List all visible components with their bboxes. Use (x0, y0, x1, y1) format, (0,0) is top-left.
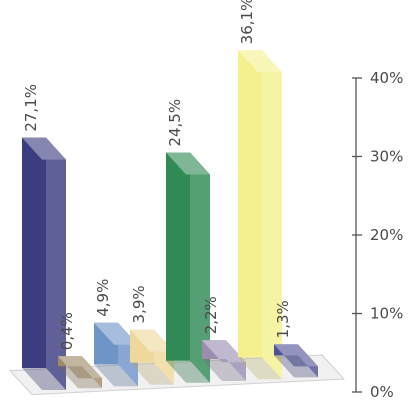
data-label: 1,3% (274, 300, 292, 338)
bar (22, 137, 66, 390)
bar-top (58, 356, 102, 379)
bar (238, 50, 282, 380)
bar (130, 329, 174, 385)
y-tick-label: 10% (370, 305, 403, 323)
data-label: 3,9% (130, 285, 148, 323)
bar-base (238, 357, 282, 380)
bar (166, 152, 210, 383)
bar-base (130, 362, 174, 385)
data-labels: 27,1% 0,4% 4,9% 3,9% 24,5% 2,2% 36,1% 1,3% (22, 0, 292, 350)
bar-top (94, 322, 138, 345)
data-label: 24,5% (166, 99, 184, 147)
bar-top (22, 137, 66, 160)
bar-front (166, 152, 190, 361)
bar-base (22, 368, 66, 390)
bar (202, 340, 246, 381)
bar-base (166, 360, 210, 383)
y-tick-label: 0% (370, 383, 394, 401)
bar-top (130, 329, 174, 352)
bars (22, 50, 318, 390)
bar-base (58, 366, 102, 389)
bar-top (202, 340, 246, 363)
y-tick-label: 30% (370, 148, 403, 166)
bar-front (238, 50, 262, 358)
bar-front (22, 137, 46, 368)
bar-side (46, 137, 66, 390)
bar-side (262, 50, 282, 380)
floor-plate (8, 354, 346, 396)
data-label: 27,1% (22, 84, 40, 132)
data-label: 36,1% (238, 0, 256, 44)
y-tick-label: 20% (370, 226, 403, 244)
bar (94, 322, 138, 387)
data-label: 0,4% (58, 312, 76, 350)
bar (274, 344, 318, 378)
bar (58, 356, 102, 389)
chart-floor (8, 354, 346, 396)
data-label: 4,9% (94, 279, 112, 317)
bar-side (190, 152, 210, 383)
bar-base (202, 359, 246, 381)
bar-top (274, 344, 318, 367)
data-label: 2,2% (202, 296, 220, 334)
bar-base (274, 355, 318, 378)
y-axis: 0% 10% 20% 30% 40% (352, 69, 403, 401)
bar-top (238, 50, 282, 73)
bar-base (94, 364, 138, 387)
y-tick-label: 40% (370, 69, 403, 87)
bar-top (166, 152, 210, 175)
